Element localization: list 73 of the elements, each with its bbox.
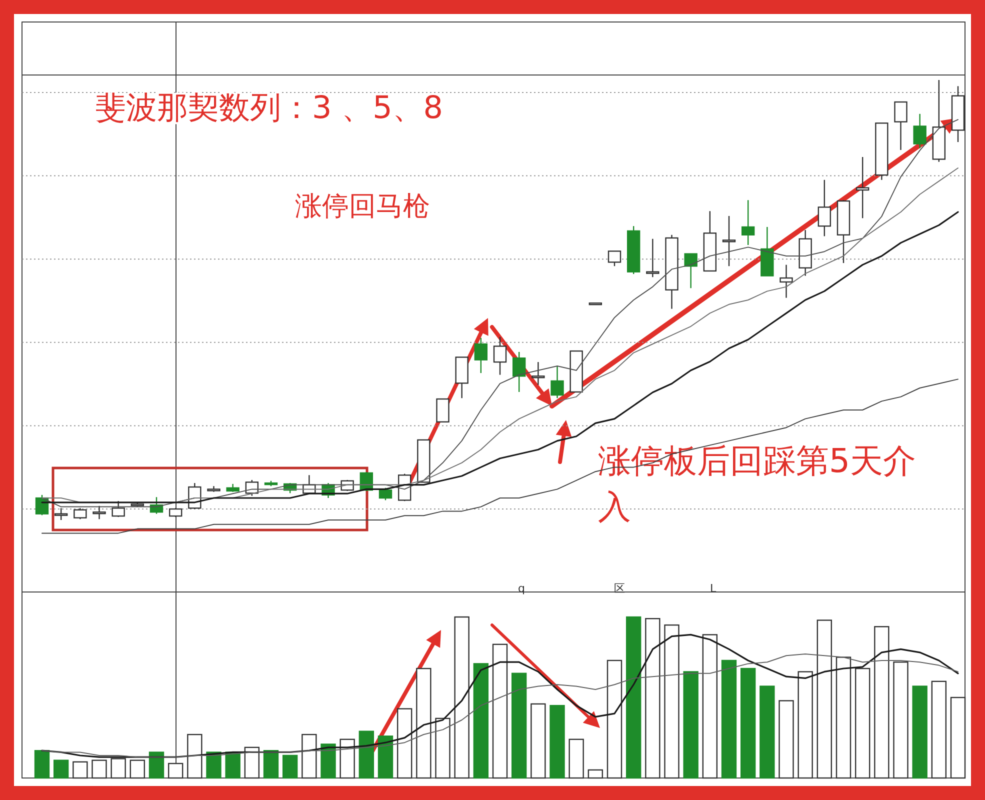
- bar: [358, 730, 374, 779]
- text: L: [710, 582, 717, 595]
- bar: [816, 620, 832, 779]
- bar: [435, 718, 450, 779]
- bar: [511, 672, 527, 779]
- bar: [778, 700, 794, 779]
- bar: [187, 734, 202, 779]
- bar: [626, 616, 642, 779]
- bar: [396, 708, 412, 779]
- bar: [721, 660, 737, 779]
- bar: [568, 738, 584, 779]
- candlestick: [646, 238, 660, 278]
- text: q: [518, 582, 525, 595]
- candlestick: [378, 487, 392, 501]
- candlestick: [74, 508, 87, 520]
- bar: [53, 760, 69, 779]
- candlestick: [684, 253, 698, 289]
- bar: [606, 660, 622, 779]
- candlestick: [722, 215, 736, 267]
- bar: [378, 736, 394, 779]
- text: 区: [614, 582, 625, 595]
- bar: [130, 760, 146, 779]
- bar: [244, 746, 260, 779]
- bar: [454, 616, 470, 779]
- candlestick: [913, 113, 926, 149]
- bar: [72, 761, 88, 779]
- bar: [473, 663, 489, 779]
- candlestick: [894, 101, 908, 151]
- candlestick: [474, 337, 488, 374]
- bar: [225, 752, 240, 779]
- bar: [893, 661, 908, 779]
- bar: [760, 686, 775, 779]
- bar: [683, 671, 698, 779]
- candlestick: [493, 336, 507, 376]
- candlestick: [741, 200, 755, 246]
- bar: [263, 750, 279, 779]
- bar: [740, 668, 756, 779]
- candlestick: [856, 156, 870, 219]
- bar: [950, 696, 966, 779]
- bar: [550, 704, 565, 779]
- bar: [931, 680, 947, 779]
- bar: [148, 752, 164, 779]
- bar: [874, 626, 890, 779]
- candlestick: [550, 365, 564, 399]
- bar: [588, 769, 604, 779]
- bar: [320, 744, 336, 779]
- bar: [530, 703, 546, 779]
- bar: [110, 758, 126, 779]
- candlestick: [92, 505, 106, 520]
- bar: [798, 671, 813, 779]
- bar: [168, 762, 184, 779]
- bar: [702, 634, 718, 779]
- candlestick: [512, 351, 526, 393]
- candlestick: [532, 361, 545, 386]
- bar: [340, 738, 355, 779]
- candlestick: [818, 179, 832, 237]
- candlestick: [436, 398, 450, 422]
- candlestick: [112, 500, 125, 518]
- candlestick: [608, 250, 622, 267]
- bar: [282, 754, 298, 779]
- bar: [836, 656, 852, 779]
- bar: [664, 624, 680, 779]
- bar: [645, 618, 660, 779]
- bar: [302, 734, 317, 779]
- candlestick: [54, 508, 68, 521]
- bar: [492, 644, 508, 779]
- bar: [92, 760, 107, 779]
- bar: [854, 668, 870, 779]
- bar: [416, 668, 432, 779]
- annotation: 涨停回马枪: [295, 191, 430, 222]
- bar: [912, 686, 928, 779]
- bar: [34, 750, 50, 779]
- candlestick: [780, 264, 793, 298]
